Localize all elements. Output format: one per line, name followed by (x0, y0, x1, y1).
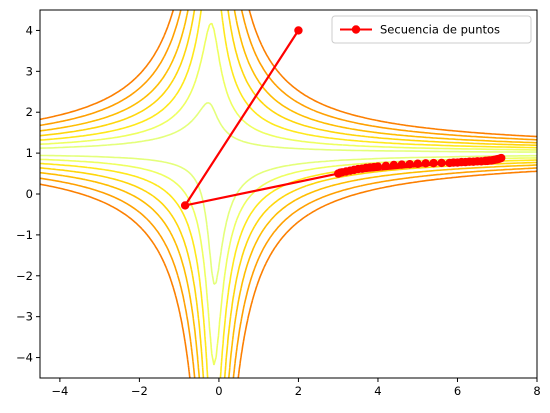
sequence-point (389, 160, 399, 170)
legend-marker (351, 25, 361, 34)
x-axis: −4 −2 0 2 4 6 8 (51, 378, 541, 398)
legend-box (331, 15, 532, 44)
x-tick-label: 2 (295, 384, 302, 398)
y-tick-label: 4 (26, 23, 33, 37)
point-sequence (180, 26, 506, 210)
y-tick-label: 2 (26, 105, 33, 119)
contour-level (40, 102, 537, 285)
sequence-point (397, 160, 407, 169)
sequence-point (405, 159, 414, 169)
legend: Secuencia de puntos (331, 15, 532, 44)
sequence-point (413, 159, 422, 168)
y-tick-label: −3 (16, 310, 33, 324)
sequence-point (421, 159, 430, 168)
y-tick-label: −1 (16, 228, 33, 242)
legend-label: Secuencia de puntos (380, 23, 500, 37)
contour-level (40, 10, 537, 378)
contour-level (40, 10, 537, 378)
x-tick-label: 6 (454, 384, 461, 398)
sequence-point (381, 161, 391, 170)
sequence-point (294, 26, 303, 35)
x-tick-label: 0 (215, 384, 222, 398)
x-tick-label: 4 (374, 384, 381, 398)
y-tick-label: 1 (26, 146, 33, 160)
y-tick-label: 3 (26, 64, 33, 78)
contour-level (40, 10, 537, 378)
contour-lines (40, 10, 537, 378)
contour-level (40, 10, 537, 378)
sequence-point (437, 158, 446, 168)
y-tick-label: −2 (16, 269, 33, 283)
y-tick-label: −4 (16, 351, 33, 365)
x-tick-label: −4 (51, 384, 68, 398)
sequence-line (182, 29, 502, 208)
sequence-point (373, 162, 383, 171)
y-axis: −4 −3 −2 −1 0 1 2 3 4 (16, 23, 40, 365)
sequence-point (429, 158, 438, 168)
sequence-point (180, 201, 190, 210)
sequence-point (445, 158, 454, 168)
y-tick-label: 0 (26, 187, 33, 201)
x-tick-label: 8 (533, 384, 540, 398)
x-tick-label: −2 (131, 384, 148, 398)
